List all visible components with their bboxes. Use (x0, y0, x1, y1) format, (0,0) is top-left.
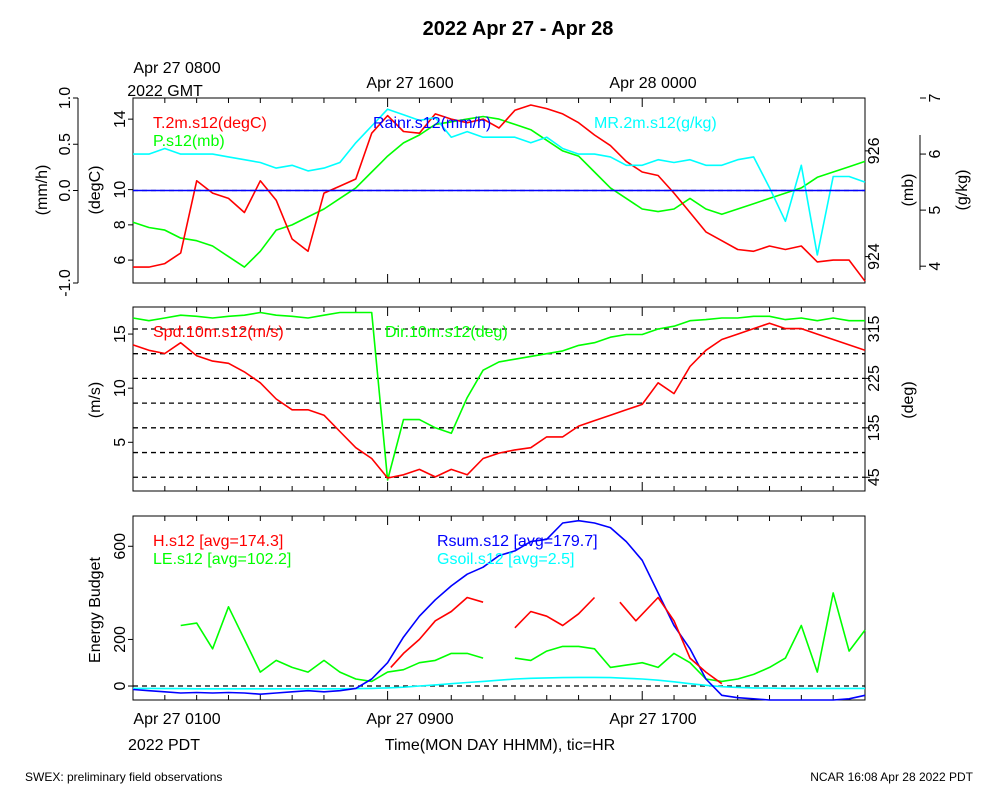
y-axis-label: Energy Budget (87, 557, 104, 663)
series-line (132, 519, 866, 701)
bottom-time-label-extra: 2022 PDT (128, 737, 200, 754)
series-line (132, 115, 866, 268)
top-time-label-extra: 2022 GMT (127, 83, 203, 100)
series-line (133, 676, 865, 690)
panel-wind: 5 10 15 (m/s) 45 135 225 315 (deg) Spd.10m.s12(m/… (87, 306, 917, 492)
legend-entry: LE.s12 [avg=102.2] (153, 551, 291, 568)
y-tick-label: 10 (112, 379, 129, 397)
y-tick-label: 924 (866, 243, 883, 270)
y-tick-label: 1.0 (57, 87, 74, 109)
y-axis-label: (mm/h) (34, 165, 51, 216)
footer-left: SWEX: preliminary field observations (25, 770, 222, 784)
y-axis-label: (m/s) (87, 382, 104, 418)
top-time-label-3: Apr 28 0000 (609, 75, 696, 92)
series-line (514, 592, 866, 683)
bottom-time-label-2: Apr 27 0900 (366, 711, 453, 728)
y-tick-label: 45 (866, 468, 883, 486)
series-line (132, 322, 866, 479)
series-line (133, 104, 866, 282)
series-line (514, 596, 596, 629)
series-line (180, 605, 484, 683)
y-tick-label: 0.0 (57, 179, 74, 201)
y-tick-label: 315 (866, 316, 883, 343)
legend-entry: Gsoil.s12 [avg=2.5] (437, 551, 574, 568)
y-tick-label: 600 (112, 533, 129, 560)
legend-entry: Rainr.s12(mm/h) (373, 115, 491, 132)
y-tick-label: 5 (927, 206, 944, 215)
panel-meteorology: -1.0 0.0 0.5 1.0 (mm/h) 6 8 10 14 (degC) 924 926 (mb… (34, 87, 971, 297)
y-tick-label: 14 (112, 110, 129, 128)
series-line (132, 311, 865, 481)
y-axis-label: (mb) (900, 174, 917, 207)
y-tick-label: 135 (866, 414, 883, 441)
series-line (619, 596, 723, 685)
legend-entry: P.s12(mb) (153, 133, 225, 150)
plot-frame (132, 515, 866, 701)
y-axis-label: (deg) (900, 381, 917, 418)
y-tick-label: 5 (112, 438, 129, 447)
y-tick-label: 7 (927, 93, 944, 102)
x-axis-label: Time(MON DAY HHMM), tic=HR (385, 737, 615, 754)
y-tick-label: 4 (927, 262, 944, 271)
y-tick-label: -1.0 (57, 269, 74, 297)
y-tick-label: 10 (112, 181, 129, 199)
series-line (133, 108, 866, 256)
legend-entry: Rsum.s12 [avg=179.7] (437, 533, 598, 550)
legend-entry: H.s12 [avg=174.3] (153, 533, 283, 550)
chart-title: 2022 Apr 27 - Apr 28 (423, 18, 614, 40)
y-tick-label: 6 (927, 150, 944, 159)
series-line (390, 596, 484, 668)
bottom-time-label-3: Apr 27 1700 (609, 711, 696, 728)
y-tick-label: 225 (866, 365, 883, 392)
y-tick-label: 8 (112, 220, 129, 229)
y-tick-label: 15 (112, 325, 129, 343)
y-tick-label: 0 (112, 681, 129, 690)
legend-entry: MR.2m.s12(g/kg) (594, 115, 717, 132)
y-tick-label: 0.5 (57, 133, 74, 155)
y-axis-label: (degC) (87, 166, 104, 215)
y-axis-label: (g/kg) (954, 170, 971, 211)
y-tick-label: 6 (112, 256, 129, 265)
top-time-label-2: Apr 27 1600 (366, 75, 453, 92)
bottom-time-label-1: Apr 27 0100 (133, 711, 220, 728)
legend-entry: T.2m.s12(degC) (153, 115, 267, 132)
panel-energy-budget: 0 200 600 Energy Budget H.s12 [avg=174.3]LE.… (87, 515, 866, 701)
plot-frame (132, 306, 866, 492)
legend-entry: Dir.10m.s12(deg) (385, 324, 508, 341)
legend-entry: Spd.10m.s12(m/s) (153, 324, 284, 341)
y-tick-label: 926 (866, 137, 883, 164)
y-tick-label: 200 (112, 626, 129, 653)
top-time-label-1: Apr 27 0800 (133, 60, 220, 77)
footer-right: NCAR 16:08 Apr 28 2022 PDT (810, 770, 973, 784)
